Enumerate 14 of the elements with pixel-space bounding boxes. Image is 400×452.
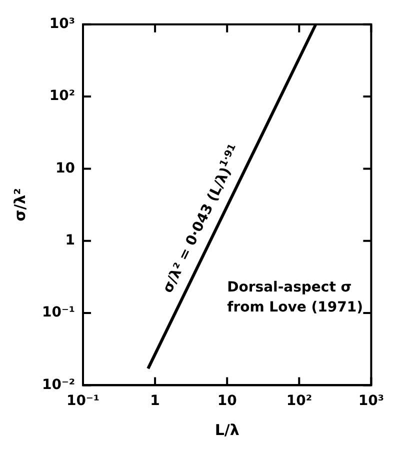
- x-tick-label: 1: [150, 393, 160, 410]
- annotation: Dorsal-aspect σ from Love (1971): [227, 279, 363, 316]
- y-tick-label: 10²: [49, 88, 76, 104]
- y-tick-label: 10: [56, 160, 76, 176]
- y-tick-label: 10⁻¹: [42, 304, 76, 321]
- y-tick-label: 10⁻²: [42, 376, 76, 393]
- y-tick-label: 10³: [49, 16, 76, 32]
- x-tick-label: 10³: [358, 393, 384, 410]
- y-axis-title: σ/λ²: [10, 188, 29, 222]
- x-axis-title: L/λ: [214, 420, 240, 439]
- y-tick-label: 1: [65, 232, 76, 249]
- x-tick-label: 10⁻¹: [66, 393, 100, 410]
- x-tick-label: 10²: [286, 393, 312, 410]
- x-tick-label: 10: [217, 393, 238, 410]
